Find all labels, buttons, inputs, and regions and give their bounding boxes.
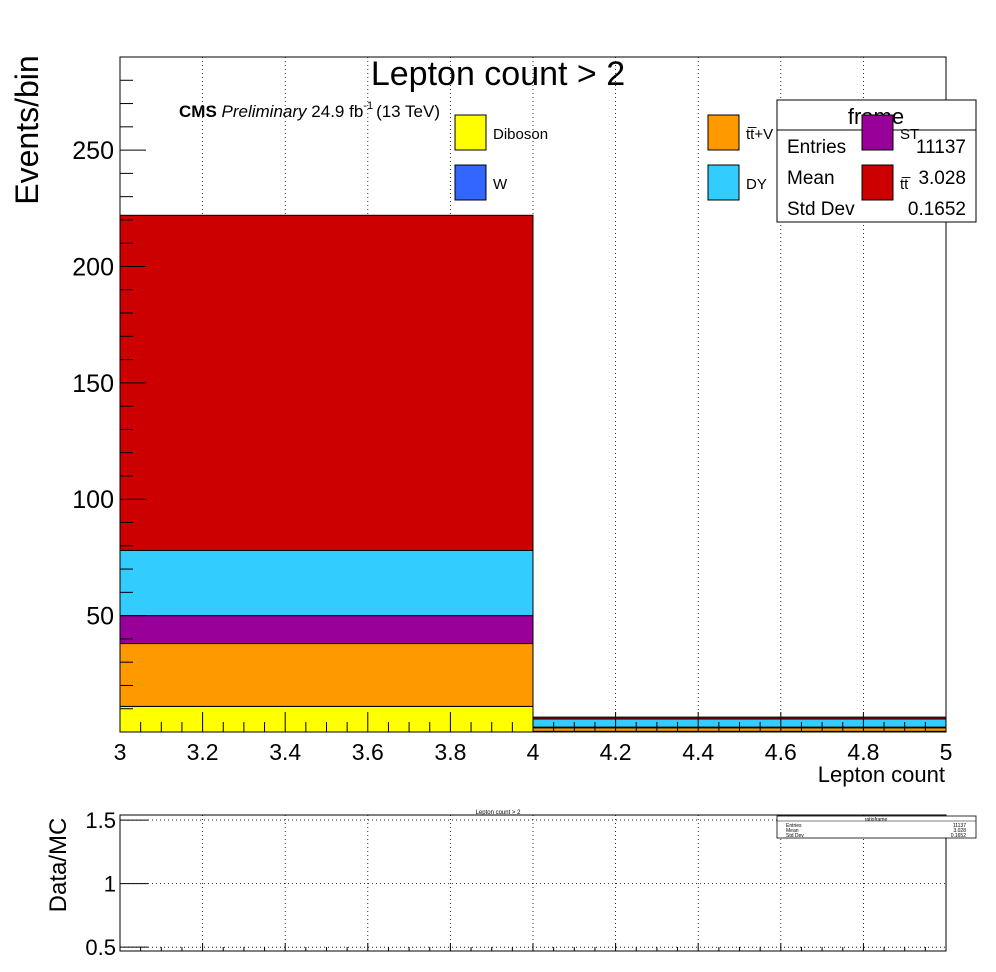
ratio-stats-stddev-label: Std Dev <box>786 833 804 839</box>
x-tick-label: 3.8 <box>434 739 466 765</box>
stats-stddev-value: 0.1652 <box>908 199 966 220</box>
x-tick-label: 4 <box>527 739 540 765</box>
legend-swatch <box>454 114 487 151</box>
legend-label: tt̅ <box>900 176 911 193</box>
bar-ttv-bin-1 <box>119 643 534 707</box>
cms-label: CMS Preliminary 24.9 fb-1 (13 TeV) <box>179 100 440 121</box>
ratio-stats-mean-value: 3.028 <box>953 828 966 834</box>
x-tick-label: 3.6 <box>352 739 384 765</box>
legend-swatch <box>707 164 740 201</box>
ratio-stats-stddev-value: 0.1652 <box>951 833 967 839</box>
stacked-bars <box>119 214 947 733</box>
x-tick-label: 4.2 <box>600 739 632 765</box>
legend-label: DY <box>746 176 767 193</box>
ratio-stats-entries-value: 11137 <box>953 823 966 829</box>
stats-entries-label: Entries <box>787 137 846 158</box>
bar-tt-bin-2 <box>532 716 947 720</box>
ratio-plot: 0.5 1 1.5 Lepton count > 2 Data/MC ratiofr… <box>45 808 977 960</box>
ratio-stats-mean-label: Mean <box>786 828 799 834</box>
bar-dy-bin-1 <box>119 549 534 617</box>
y-tick-label: 250 <box>72 137 114 165</box>
ratio-stats-entries-label: Entries <box>786 823 802 829</box>
legend-overlay: ST tt̅ <box>861 114 919 201</box>
legend: Diboson tt̅+V DY W <box>454 114 773 201</box>
legend-label: ST <box>900 126 919 143</box>
main-plot: 3 3.2 3.4 3.6 3.8 4 4.2 4.4 4.6 4.8 5 50 100 150 200 25… <box>9 55 977 787</box>
legend-swatch <box>454 164 487 201</box>
chart-title: Lepton count > 2 <box>371 55 625 93</box>
ratio-axis-ticks: 0.5 1 1.5 <box>85 808 947 960</box>
ratio-stats-box: ratioframe Entries 11137 Mean 3.028 Std … <box>776 815 977 839</box>
ratio-y-tick-label: 0.5 <box>85 935 116 960</box>
ratio-y-tick-label: 1 <box>104 872 116 897</box>
ratio-y-tick-label: 1.5 <box>85 808 116 833</box>
legend-label: tt̅+V <box>746 126 773 143</box>
stats-mean-value: 3.028 <box>918 168 966 189</box>
x-tick-label: 3 <box>114 739 127 765</box>
y-tick-label: 200 <box>72 253 114 281</box>
x-tick-label: 4.8 <box>847 739 879 765</box>
legend-label: W <box>493 176 508 193</box>
legend-swatch <box>861 164 894 201</box>
x-axis-title: Lepton count <box>818 762 945 787</box>
x-tick-label: 3.4 <box>269 739 301 765</box>
legend-swatch <box>861 114 894 151</box>
main-axis-ticks: 3 3.2 3.4 3.6 3.8 4 4.2 4.4 4.6 4.8 5 50 100 150 200 25… <box>72 79 953 765</box>
bar-tt-bin-1 <box>119 214 534 551</box>
x-tick-label: 4.4 <box>682 739 714 765</box>
ratio-stats-title: ratioframe <box>865 817 888 823</box>
x-tick-label: 3.2 <box>187 739 219 765</box>
y-tick-label: 50 <box>86 603 114 631</box>
x-tick-label: 4.6 <box>765 739 797 765</box>
legend-label: Diboson <box>493 126 548 143</box>
y-axis-title: Events/bin <box>9 55 45 204</box>
y-tick-label: 100 <box>72 486 114 514</box>
ratio-title: Lepton count > 2 <box>476 810 522 816</box>
bar-st-bin-1 <box>119 615 534 645</box>
stats-stddev-label: Std Dev <box>787 199 855 220</box>
legend-swatch <box>707 114 740 151</box>
x-tick-label: 5 <box>940 739 953 765</box>
ratio-y-axis-title: Data/MC <box>45 818 72 913</box>
y-tick-label: 150 <box>72 370 114 398</box>
stats-entries-value: 11137 <box>916 137 966 158</box>
stats-mean-label: Mean <box>787 168 835 189</box>
